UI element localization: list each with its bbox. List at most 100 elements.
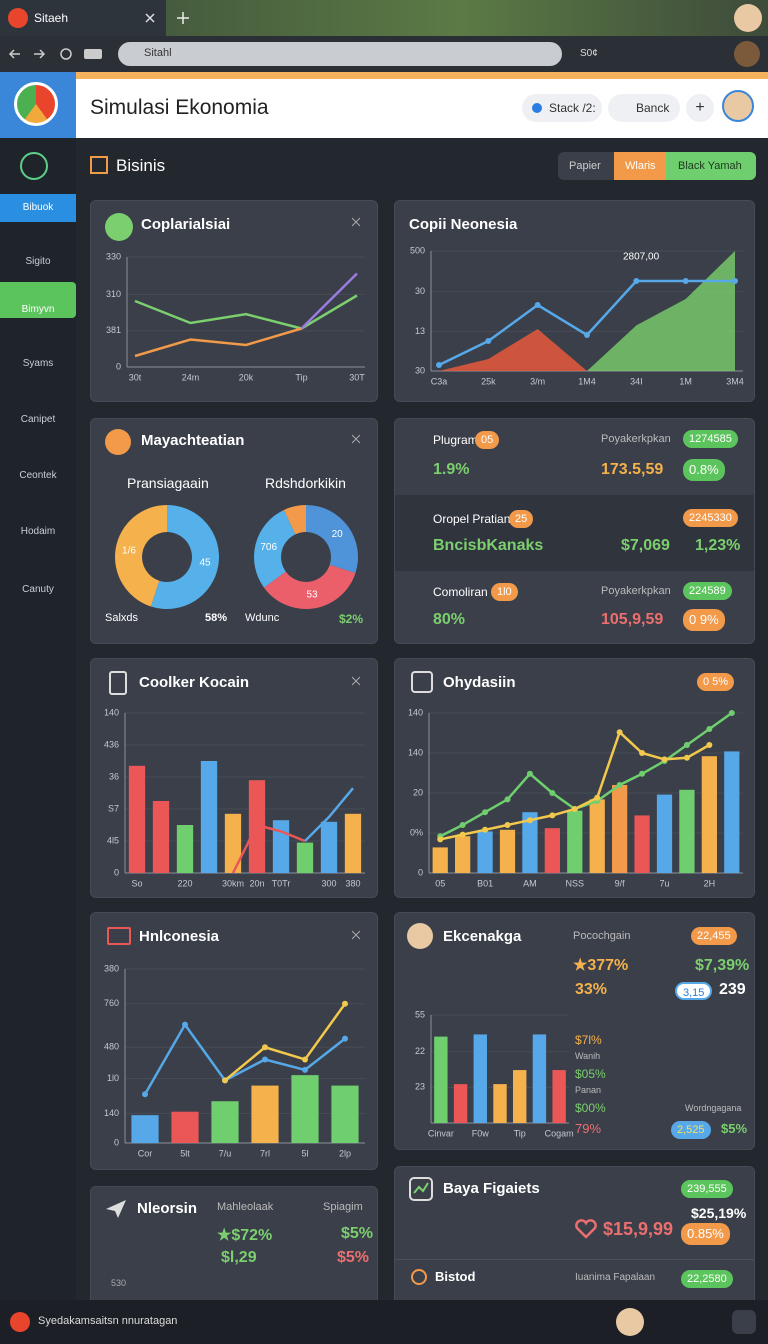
bar	[477, 831, 493, 873]
bar	[567, 810, 583, 873]
extension-label: S0¢	[580, 48, 598, 59]
row-mid: $7,069	[621, 537, 670, 554]
add-button[interactable]: +	[686, 94, 714, 122]
marker	[485, 338, 492, 344]
sidebar-item[interactable]: Syams	[22, 358, 54, 369]
slice-label: 45	[199, 558, 211, 569]
avatar[interactable]	[722, 90, 754, 122]
bar	[331, 1085, 359, 1143]
tab[interactable]: Papier	[569, 160, 601, 172]
marker	[706, 742, 713, 748]
donut-title: Pransiagaain	[127, 475, 209, 491]
close[interactable]	[351, 434, 361, 444]
url-field[interactable]: Sitahl	[118, 42, 562, 66]
tab-close[interactable]	[144, 12, 156, 24]
address-bar: Sitahl S0¢	[0, 36, 768, 72]
bar	[171, 1111, 199, 1143]
stat-value: $2%	[339, 612, 364, 626]
x-tick-label: Cinvar	[428, 1128, 454, 1138]
x-tick-label: 5lt	[180, 1148, 190, 1158]
dot	[532, 103, 542, 113]
bar	[152, 801, 170, 873]
slice	[115, 505, 167, 607]
marker	[639, 750, 646, 756]
card: Copii Neonesia 30 13 30 500 C3a 25k 3/m 1M4 34I 1…	[394, 200, 755, 402]
slice	[254, 509, 296, 588]
x-tick-label: 9/f	[615, 878, 626, 888]
row-left: BncisbKanaks	[433, 537, 544, 554]
y-tick-label: 380	[104, 963, 119, 973]
badge: 2,525	[671, 1121, 711, 1139]
logo-block	[0, 72, 76, 138]
chart: 45 1/6	[115, 505, 220, 609]
y-tick-label: 36	[109, 771, 119, 781]
nav-icons[interactable]	[8, 46, 108, 62]
tab[interactable]: Sitaeh	[0, 0, 166, 36]
card-title: Hnlconesia	[139, 928, 220, 945]
row-label: Poyakerkpkan	[601, 433, 671, 445]
sidebar-item[interactable]: Canipet	[20, 414, 56, 425]
chart: 23 22 55 Cinvar F0w Tip Cogam	[415, 1009, 574, 1138]
marker	[262, 1044, 268, 1051]
avatar[interactable]	[616, 1308, 644, 1336]
y-tick-label: 480	[104, 1042, 119, 1052]
card: Coplarialsiai 0 381 310 330 30t 24m 20k Tip 30T	[90, 200, 378, 402]
sidebar-item[interactable]: Hodaim	[20, 526, 56, 537]
badge: 0.8%	[683, 459, 725, 481]
sidebar-item[interactable]: Bimyvn	[0, 282, 76, 318]
tab-label: Black Yamah	[678, 160, 742, 172]
value: ★$72%	[217, 1227, 273, 1244]
x-tick-label: 380	[345, 878, 360, 888]
y-tick-label: 30	[415, 286, 425, 296]
sidebar-item[interactable]: Canuty	[22, 584, 54, 595]
card-icon	[106, 1200, 126, 1218]
badge: 0 5%	[697, 673, 735, 691]
menu-button[interactable]	[732, 1310, 756, 1334]
side-value: $7l%	[575, 1033, 602, 1047]
bar	[200, 761, 218, 873]
icon	[411, 1269, 427, 1285]
marker	[504, 822, 511, 828]
sidebar-item[interactable]: Ceontek	[19, 470, 57, 481]
tab-active[interactable]: Wlaris	[614, 152, 666, 180]
x-tick-label: 2H	[704, 878, 716, 888]
row-label: Poyakerkpkan	[601, 585, 671, 597]
marker	[437, 836, 444, 843]
section-title: Bisinis	[116, 156, 166, 175]
x-tick-label: 7rl	[260, 1148, 270, 1158]
y-tick-label: 330	[106, 251, 121, 261]
label: Iuanima Fapalaan	[575, 1272, 656, 1283]
badge: 224589	[683, 582, 732, 600]
y-tick-label: S7	[108, 803, 119, 813]
bar	[544, 828, 560, 873]
x-tick-label: 34I	[630, 376, 643, 386]
marker	[732, 278, 738, 284]
bar	[434, 1036, 448, 1123]
bar	[176, 825, 194, 873]
badge: 239,555	[681, 1180, 733, 1198]
avatar	[407, 923, 433, 949]
row-bg	[395, 495, 754, 571]
back-button[interactable]: Banck	[608, 94, 680, 122]
bar	[513, 1070, 527, 1123]
close[interactable]	[351, 930, 361, 940]
x-tick-label: 30t	[129, 372, 142, 382]
profile[interactable]	[734, 41, 760, 67]
bar	[499, 829, 516, 873]
bar	[272, 820, 290, 873]
bar	[455, 836, 471, 873]
x-tick-label: B01	[477, 878, 493, 888]
sidebar-item[interactable]: Sigito	[25, 256, 51, 267]
new-tab[interactable]	[176, 11, 190, 25]
sidebar-item[interactable]: Bibuok	[0, 194, 76, 222]
close[interactable]	[351, 217, 361, 227]
avatar[interactable]	[734, 4, 762, 32]
bar	[320, 821, 338, 873]
marker	[549, 790, 556, 796]
stack-button[interactable]: Stack /2:	[522, 94, 602, 122]
status-icon[interactable]	[10, 1312, 30, 1332]
tab[interactable]: Black Yamah	[666, 152, 756, 180]
chart: 30 13 30 500 C3a 25k 3/m 1M4 34I 1M 3M4 2807,00	[410, 245, 744, 386]
x-tick-label: 7u	[659, 878, 669, 888]
close[interactable]	[351, 676, 361, 686]
